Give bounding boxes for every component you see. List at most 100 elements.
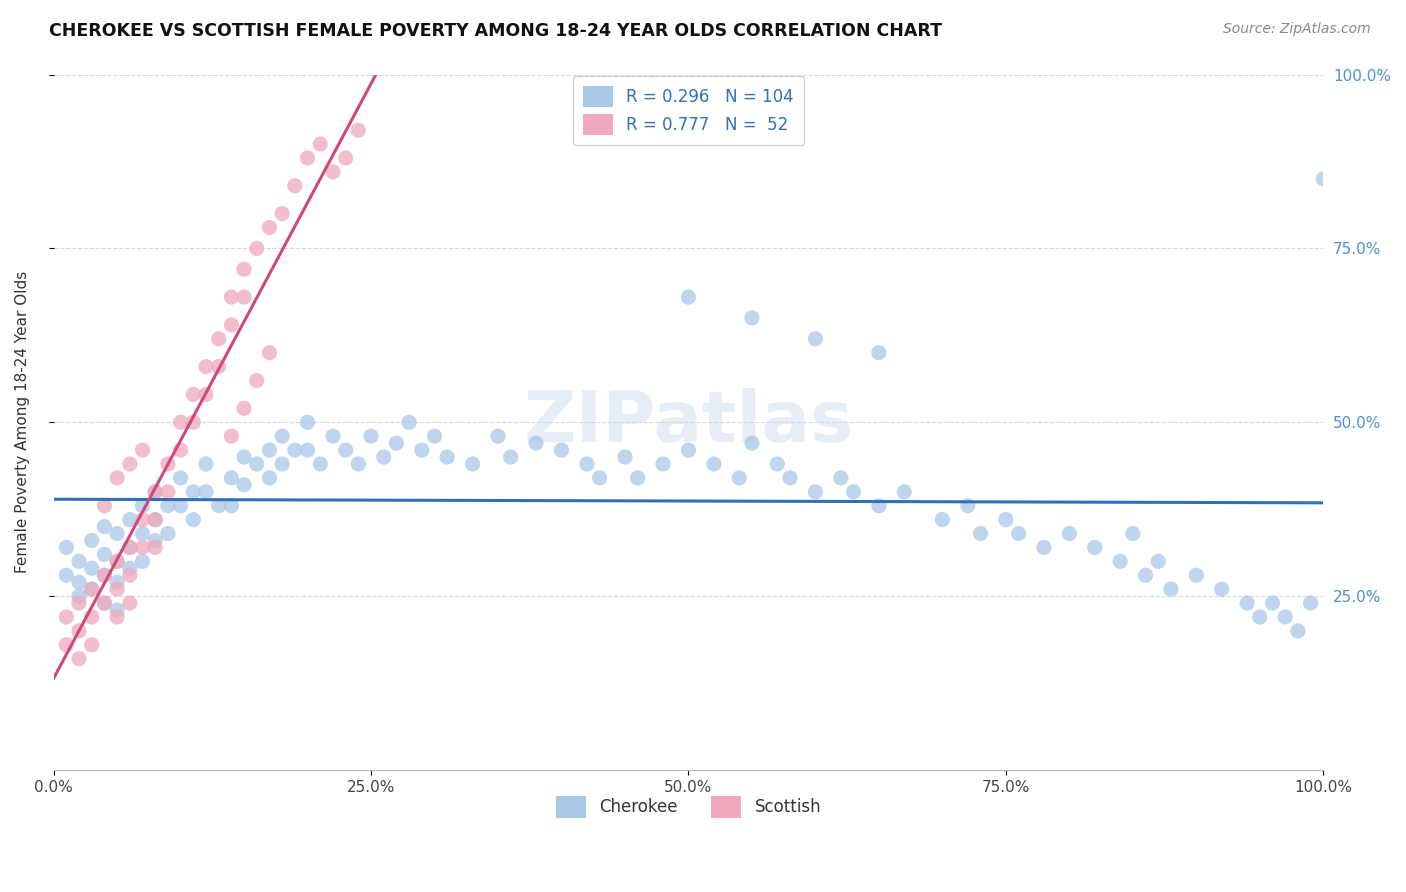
Point — [169, 499, 191, 513]
Point — [93, 568, 115, 582]
Point — [575, 457, 598, 471]
Point — [67, 575, 90, 590]
Point — [309, 137, 332, 152]
Point — [1286, 624, 1309, 638]
Point — [868, 345, 890, 359]
Point — [259, 471, 281, 485]
Point — [143, 541, 166, 555]
Point — [80, 582, 103, 597]
Point — [80, 638, 103, 652]
Point — [118, 568, 141, 582]
Point — [221, 429, 243, 443]
Point — [246, 457, 269, 471]
Point — [143, 484, 166, 499]
Point — [550, 443, 572, 458]
Point — [221, 318, 243, 332]
Point — [105, 575, 128, 590]
Point — [1299, 596, 1322, 610]
Point — [233, 478, 256, 492]
Point — [194, 387, 217, 401]
Point — [169, 471, 191, 485]
Point — [931, 513, 953, 527]
Point — [1312, 171, 1334, 186]
Point — [728, 471, 751, 485]
Point — [779, 471, 801, 485]
Point — [93, 596, 115, 610]
Point — [1274, 610, 1296, 624]
Point — [1249, 610, 1271, 624]
Text: ZIPatlas: ZIPatlas — [523, 388, 853, 457]
Point — [322, 429, 344, 443]
Point — [118, 561, 141, 575]
Point — [297, 151, 319, 165]
Point — [118, 541, 141, 555]
Point — [271, 206, 294, 220]
Legend: Cherokee, Scottish: Cherokee, Scottish — [550, 789, 828, 824]
Point — [703, 457, 725, 471]
Point — [118, 541, 141, 555]
Point — [804, 484, 827, 499]
Point — [221, 499, 243, 513]
Point — [131, 513, 153, 527]
Point — [194, 457, 217, 471]
Point — [678, 443, 700, 458]
Point — [233, 401, 256, 416]
Point — [297, 443, 319, 458]
Point — [143, 484, 166, 499]
Point — [347, 457, 370, 471]
Point — [830, 471, 852, 485]
Point — [398, 415, 420, 429]
Point — [93, 568, 115, 582]
Point — [55, 610, 77, 624]
Point — [956, 499, 979, 513]
Point — [322, 165, 344, 179]
Point — [131, 526, 153, 541]
Point — [118, 513, 141, 527]
Point — [80, 533, 103, 548]
Point — [131, 554, 153, 568]
Point — [156, 499, 179, 513]
Point — [499, 450, 522, 464]
Point — [1059, 526, 1081, 541]
Point — [1236, 596, 1258, 610]
Point — [221, 471, 243, 485]
Point — [80, 582, 103, 597]
Point — [385, 436, 408, 450]
Point — [143, 533, 166, 548]
Point — [335, 443, 357, 458]
Point — [1160, 582, 1182, 597]
Point — [105, 554, 128, 568]
Point — [486, 429, 509, 443]
Point — [613, 450, 636, 464]
Point — [208, 499, 231, 513]
Point — [80, 561, 103, 575]
Point — [360, 429, 382, 443]
Point — [652, 457, 675, 471]
Point — [105, 603, 128, 617]
Point — [80, 610, 103, 624]
Point — [335, 151, 357, 165]
Point — [143, 513, 166, 527]
Point — [741, 310, 763, 325]
Point — [67, 651, 90, 665]
Point — [297, 415, 319, 429]
Point — [246, 374, 269, 388]
Point — [284, 443, 307, 458]
Point — [131, 499, 153, 513]
Point — [259, 220, 281, 235]
Point — [246, 241, 269, 255]
Point — [804, 332, 827, 346]
Point — [1147, 554, 1170, 568]
Point — [67, 554, 90, 568]
Point — [994, 513, 1017, 527]
Point — [1211, 582, 1233, 597]
Point — [156, 457, 179, 471]
Point — [156, 484, 179, 499]
Point — [271, 457, 294, 471]
Point — [105, 554, 128, 568]
Point — [55, 638, 77, 652]
Point — [169, 415, 191, 429]
Point — [105, 471, 128, 485]
Point — [1007, 526, 1029, 541]
Point — [181, 513, 204, 527]
